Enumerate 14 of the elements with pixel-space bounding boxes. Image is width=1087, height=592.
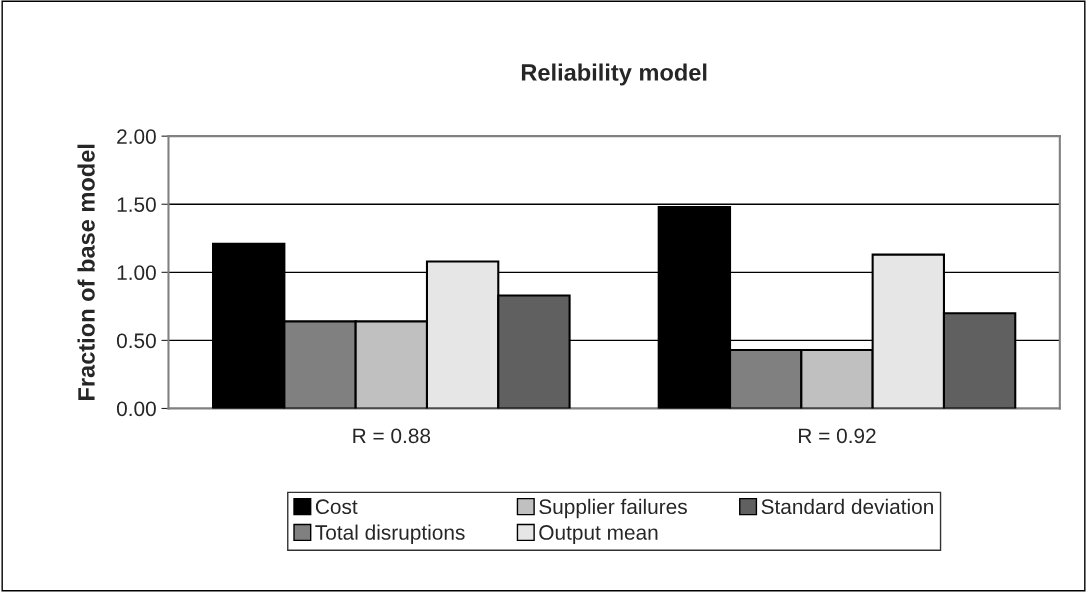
y-tick-label: 0.00 [116, 401, 156, 417]
y-tick-label: 1.50 [117, 197, 156, 212]
legend-label: Supplier failures [539, 498, 687, 519]
legend-label: Standard deviation [761, 498, 933, 515]
y-tick-label: 1.00 [117, 265, 156, 281]
y-tick-label: 0.50 [116, 333, 156, 349]
x-tick-label: R = 0.92 [799, 428, 876, 444]
chart-title: Reliability model [521, 63, 707, 86]
y-tick-label: 2.00 [117, 129, 156, 144]
legend-label: Output mean [539, 525, 658, 544]
legend-label: Cost [315, 499, 358, 515]
legend-label: Total disruptions [315, 524, 465, 544]
x-tick-label: R = 0.88 [353, 428, 431, 444]
y-axis-title: Fraction of base model [77, 144, 95, 400]
